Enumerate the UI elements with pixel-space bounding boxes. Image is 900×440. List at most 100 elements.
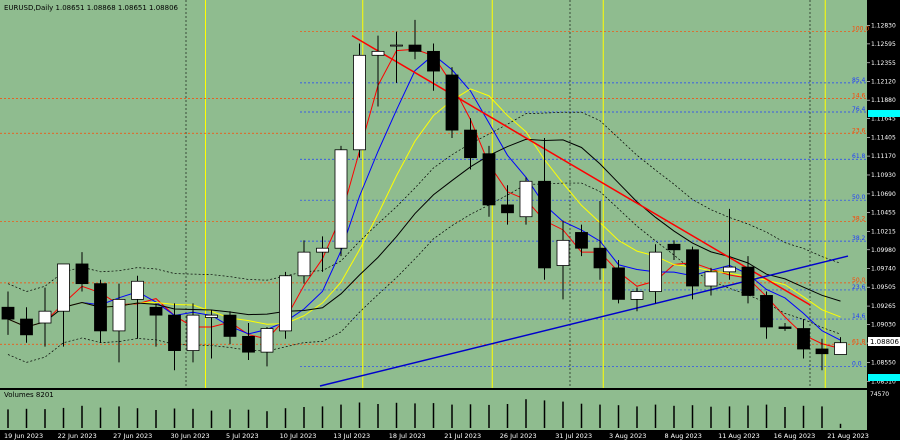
y-tick-label: 1.08310: [871, 378, 896, 385]
candle-body: [112, 298, 126, 332]
candle-body: [316, 247, 329, 253]
candle-body: [371, 50, 385, 56]
y-tick-label: 1.10690: [871, 191, 896, 198]
candle-body: [741, 266, 755, 296]
chart-title: EURUSD,Daily 1.08651 1.08868 1.08651 1.0…: [4, 4, 179, 12]
candle-body: [131, 280, 144, 300]
candle-body: [686, 249, 699, 287]
candle-body: [501, 204, 514, 214]
candle-body: [205, 314, 218, 318]
blue-trendline: [319, 255, 849, 387]
candle-body: [186, 314, 200, 351]
time-axis: 19 Jun 2023 22 Jun 2023 27 Jun 2023 30 Jun …: [4, 432, 869, 440]
x-tick-label: 3 Aug 2023: [609, 432, 647, 440]
candle-body: [260, 328, 274, 353]
price-axis: 74570 1.12830 1.12595 1.12355 1.12120 1.11880…: [867, 22, 896, 398]
candle-body: [519, 180, 533, 218]
candle-body: [57, 263, 70, 312]
candle-body: [94, 283, 107, 332]
x-tick-label: 26 Jul 2023: [500, 432, 537, 440]
x-tick-label: 31 Jul 2023: [555, 432, 592, 440]
candle-body: [242, 335, 255, 353]
envelope-upper-line: [7, 111, 841, 292]
x-tick-label: 21 Aug 2023: [827, 432, 869, 440]
x-tick-label: 21 Jul 2023: [444, 432, 481, 440]
candle-body: [797, 328, 810, 350]
fib-red-level-label: 61.8: [852, 338, 866, 345]
candle-body: [168, 314, 181, 351]
x-tick-label: 22 Jun 2023: [58, 432, 97, 440]
candle-body: [704, 271, 718, 287]
y-tick-label: 1.11880: [871, 97, 896, 104]
candle-body: [390, 44, 403, 47]
y-tick-label: 1.10930: [871, 172, 896, 179]
candle-body: [778, 326, 792, 329]
fib-level-label: 0.0: [852, 360, 862, 367]
y-tick-label: 1.09980: [871, 247, 896, 254]
fib-level-label: 85.4: [852, 77, 866, 84]
current-price-badge: [868, 337, 900, 346]
fib-level-label: 38.2: [852, 235, 866, 242]
x-tick-label: 13 Jul 2023: [333, 432, 370, 440]
candle-body: [538, 180, 551, 269]
candle-body: [649, 251, 662, 292]
candle-body: [1, 306, 15, 320]
candle-body: [556, 239, 570, 266]
y-tick-label: 1.12595: [871, 41, 896, 48]
ma-long-line: [7, 138, 841, 328]
candle-body: [223, 314, 237, 337]
ma-slow-line: [7, 88, 841, 328]
candle-body: [353, 54, 366, 151]
fib-red-level-label: 23.6: [852, 127, 866, 134]
fib-red-level-label: 14.6: [852, 93, 866, 100]
candle-body: [75, 263, 89, 285]
volume-bars: [7, 399, 842, 428]
candle-body: [612, 267, 625, 300]
fib-level-label: 61.8: [852, 153, 866, 160]
y-tick-label: 1.11405: [871, 135, 896, 142]
candle-body: [334, 149, 348, 249]
y-tick-label: 1.11170: [871, 153, 896, 160]
volume-label: Volumes 8201: [4, 391, 54, 399]
y-tick-label: 1.09505: [871, 284, 896, 291]
y-tick-label: 1.10455: [871, 209, 896, 216]
candle-body: [464, 129, 477, 159]
y-tick-label: 1.12120: [871, 78, 896, 85]
fib-red-level-label: 38.2: [852, 215, 866, 222]
candle-body: [20, 318, 33, 336]
candle-body: [667, 243, 681, 251]
y-tick-label: 1.09030: [871, 322, 896, 329]
candle-body: [630, 291, 644, 300]
x-tick-label: 11 Aug 2023: [718, 432, 760, 440]
x-tick-label: 18 Jul 2023: [389, 432, 426, 440]
y-tick-label: 1.12355: [871, 60, 896, 67]
candle-body: [834, 342, 847, 355]
y-tick-label: 1.11645: [871, 116, 896, 123]
y-tick-label: 1.09740: [871, 266, 896, 273]
x-tick-label: 10 Jul 2023: [280, 432, 317, 440]
x-tick-label: 19 Jun 2023: [4, 432, 43, 440]
candle-body: [815, 348, 829, 355]
fib-level-label: 76.4: [852, 106, 866, 113]
candle-body: [297, 251, 311, 277]
red-trendline: [351, 34, 811, 306]
x-tick-label: 16 Aug 2023: [774, 432, 816, 440]
candle-body: [760, 295, 773, 328]
fib-level-label: 50.0: [852, 194, 866, 201]
candle-body: [723, 266, 736, 273]
candle-body: [445, 74, 459, 131]
indicator-overlays: 100.0 85.4 76.4 61.8 50.0 38.2 23.6 14.6 0.0 14.6…: [0, 26, 869, 387]
candle-body: [427, 50, 440, 72]
candles[interactable]: [1, 19, 847, 371]
x-tick-label: 8 Aug 2023: [664, 432, 702, 440]
x-tick-label: 27 Jun 2023: [113, 432, 152, 440]
volume-tick-label: 74570: [870, 391, 889, 398]
fib-level-label: 23.6: [852, 284, 866, 291]
ma-medium-line: [7, 54, 841, 341]
candle-body: [482, 153, 496, 206]
y-tick-label: 1.10215: [871, 228, 896, 235]
current-price: 1.08806: [870, 338, 899, 346]
y-tick-label: 1.08550: [871, 359, 896, 366]
envelope-lower-line: [7, 182, 841, 363]
